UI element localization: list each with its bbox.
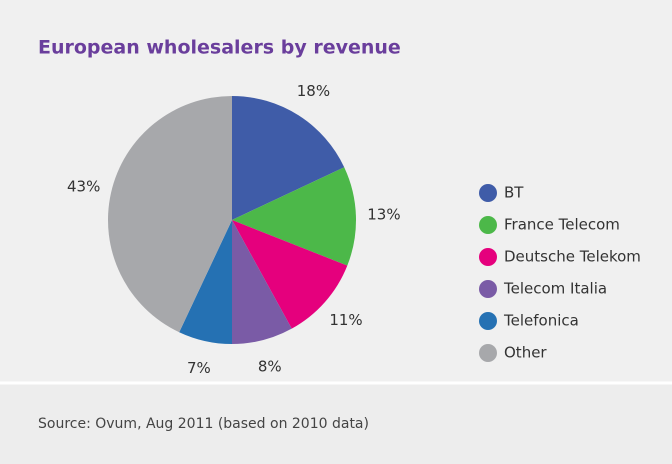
data-label: 11% (329, 311, 362, 329)
legend-swatch (479, 216, 497, 234)
data-label: 7% (187, 359, 211, 377)
pie-slice (232, 220, 292, 344)
pie-slice (232, 167, 356, 266)
legend-label: Other (504, 344, 547, 362)
legend-swatch (479, 344, 497, 362)
data-label: 8% (258, 358, 282, 376)
legend-swatch (479, 184, 497, 202)
chart-title: European wholesalers by revenue (38, 37, 401, 59)
data-label: 43% (67, 177, 100, 195)
pie-slice (179, 220, 232, 344)
pie-slice (232, 220, 348, 329)
pie-slice (108, 96, 232, 333)
footer-background (0, 384, 672, 464)
legend-swatch (479, 280, 497, 298)
legend-swatch (479, 312, 497, 330)
legend-label: BT (504, 184, 524, 202)
pie-slice (232, 96, 345, 220)
legend-label: France Telecom (504, 216, 620, 234)
data-label: 18% (297, 82, 330, 100)
legend-label: Telefonica (503, 312, 579, 330)
source-note: Source: Ovum, Aug 2011 (based on 2010 da… (38, 416, 369, 432)
data-label: 13% (367, 206, 400, 224)
legend-swatch (479, 248, 497, 266)
legend-label: Telecom Italia (503, 280, 607, 298)
legend-label: Deutsche Telekom (504, 248, 641, 266)
